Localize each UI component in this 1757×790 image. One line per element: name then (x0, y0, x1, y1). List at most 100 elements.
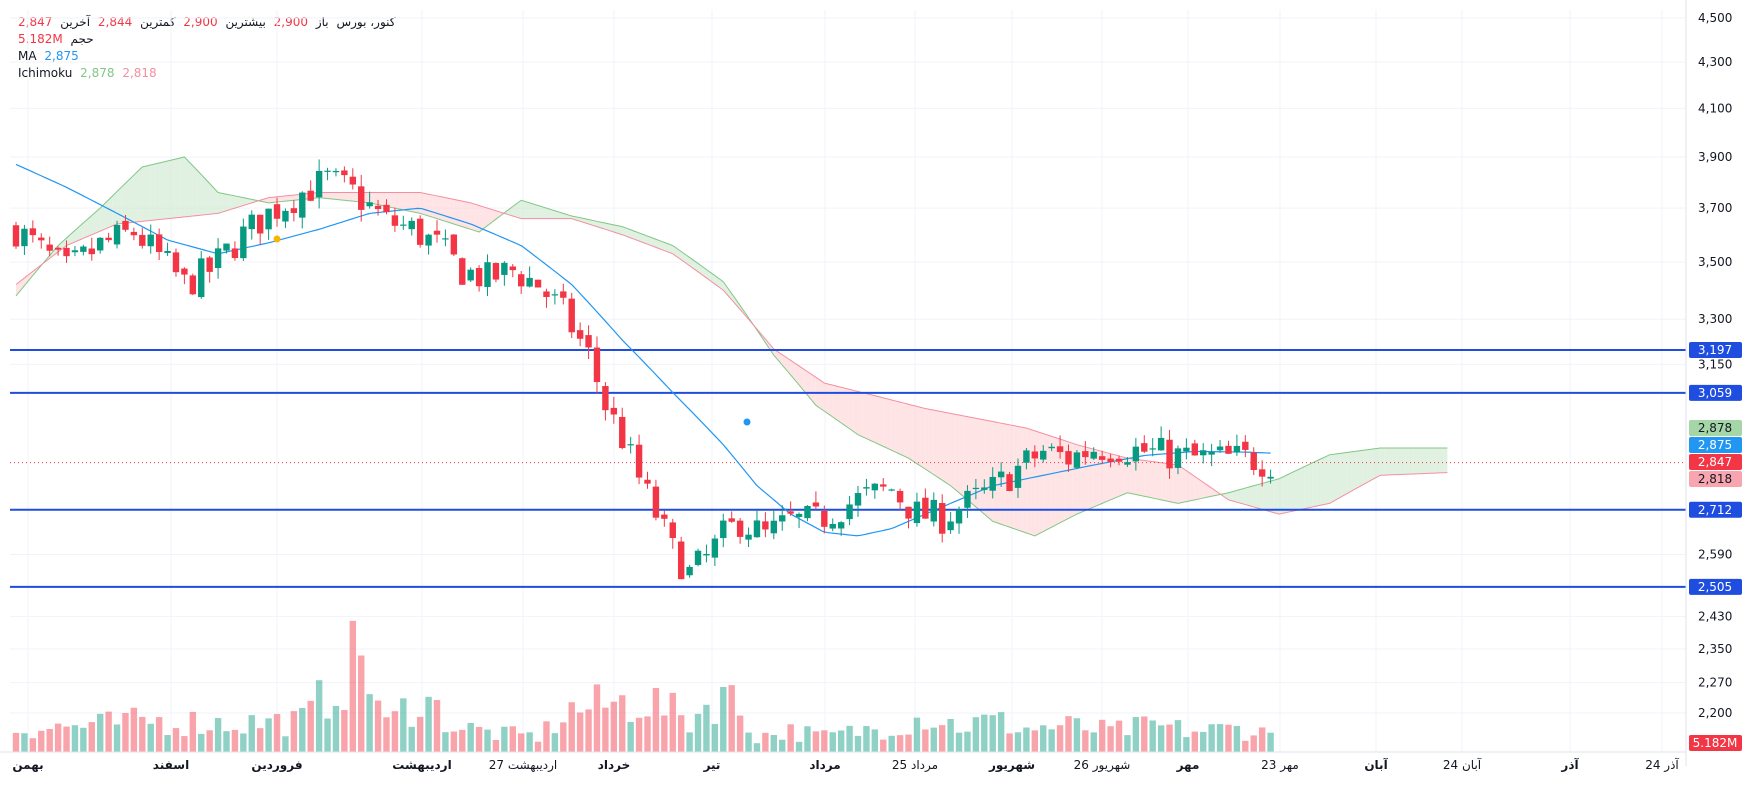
volume-bar (1065, 716, 1072, 752)
candle (1048, 443, 1055, 452)
cloud-segment (521, 200, 526, 219)
candle-body (501, 262, 508, 275)
candle-body (214, 248, 222, 269)
candle (442, 229, 449, 247)
cloud-segment (150, 163, 155, 221)
cloud-segment (1350, 451, 1355, 492)
cloud-segment (125, 179, 130, 224)
volume-bar (593, 684, 601, 752)
cloud-segment (407, 192, 412, 212)
candle (703, 544, 710, 563)
candle-body (888, 489, 895, 491)
cloud-segment (874, 395, 880, 445)
cloud-segment (799, 365, 804, 391)
candle (871, 482, 879, 499)
candle (509, 264, 516, 278)
cloud-segment (626, 228, 631, 238)
cloud-segment (420, 192, 425, 215)
candle-body (273, 204, 281, 219)
cloud-segment (1131, 458, 1136, 495)
candle (1082, 440, 1089, 465)
candle (155, 228, 163, 261)
candle (1225, 440, 1232, 455)
candle (54, 246, 62, 256)
candle (677, 536, 685, 580)
candle (686, 564, 693, 578)
candle-body (644, 479, 651, 484)
cloud-segment (1152, 461, 1157, 499)
volume-bar (1191, 731, 1198, 752)
candle-body (416, 218, 424, 245)
legend-volume-row[interactable]: حجم 5.182M (18, 31, 399, 48)
candle-body (728, 518, 735, 522)
candle-body (467, 269, 474, 281)
cloud-segment (1401, 448, 1406, 475)
candle-body (619, 416, 626, 449)
cloud-segment (845, 388, 850, 429)
cloud-segment (1426, 448, 1431, 474)
volume-bar (223, 731, 230, 752)
cloud-segment (1413, 448, 1418, 474)
cloud-segment (613, 224, 619, 234)
volume-bar (1200, 731, 1207, 752)
volume-bar (442, 732, 449, 752)
cloud-segment (466, 201, 471, 230)
candle-body (71, 250, 79, 253)
cloud-segment (175, 157, 181, 218)
candle-body (189, 275, 197, 295)
candle (1149, 438, 1156, 457)
cloud-segment (946, 412, 951, 486)
cloud-segment (1177, 465, 1183, 504)
candle-body (863, 487, 870, 489)
cloud-segment (1438, 448, 1444, 473)
time-tick-label: مهر (1176, 758, 1200, 772)
candle-body (54, 247, 62, 250)
candle (38, 233, 45, 249)
cloud-segment (1190, 473, 1195, 501)
volume-bar (231, 729, 239, 752)
cloud-segment (542, 206, 547, 219)
candle (947, 512, 954, 534)
level-badge (1689, 501, 1742, 518)
cloud-segment (1308, 462, 1313, 508)
cloud-segment (180, 156, 185, 218)
cloud-segment (1043, 433, 1048, 532)
candle (1174, 445, 1182, 475)
volume-bar (265, 718, 272, 752)
cloud-segment (1127, 458, 1132, 494)
candle (1056, 435, 1064, 459)
candle-body (753, 520, 761, 538)
candle-body (1174, 448, 1182, 468)
volume-bar (720, 686, 727, 752)
volume-bar (492, 740, 500, 752)
candle (652, 479, 660, 521)
volume-bar (753, 743, 761, 752)
time-tick-label: آذر (1560, 757, 1579, 772)
cloud-segment (735, 299, 741, 310)
cloud-segment (1422, 448, 1427, 474)
candle (484, 254, 491, 297)
candle-body (1157, 437, 1165, 451)
cloud-segment (474, 204, 480, 233)
candle (248, 210, 255, 240)
volume-bar (206, 730, 213, 752)
indicator-badge (1689, 420, 1742, 436)
cloud-segment (731, 293, 736, 305)
legend-ichimoku-row[interactable]: Ichimoku 2,878 2,818 (18, 65, 399, 82)
cloud-segment (95, 208, 101, 233)
volume-bar (198, 733, 205, 752)
cloud-segment (937, 410, 943, 481)
time-tick-label: اردیبهشت (392, 758, 451, 772)
cloud-segment (428, 194, 433, 218)
candle (526, 266, 533, 288)
candle-body (787, 511, 794, 514)
cloud-segment (1182, 467, 1187, 503)
legend-ma-row[interactable]: MA 2,875 (18, 48, 399, 65)
cloud-segment (129, 175, 134, 223)
indicator-badge (1689, 454, 1742, 470)
candle (837, 521, 845, 536)
volume-bar (1006, 733, 1013, 752)
cloud-segment (1367, 449, 1372, 483)
indicator-badge-label: 2,878 (1698, 421, 1732, 435)
